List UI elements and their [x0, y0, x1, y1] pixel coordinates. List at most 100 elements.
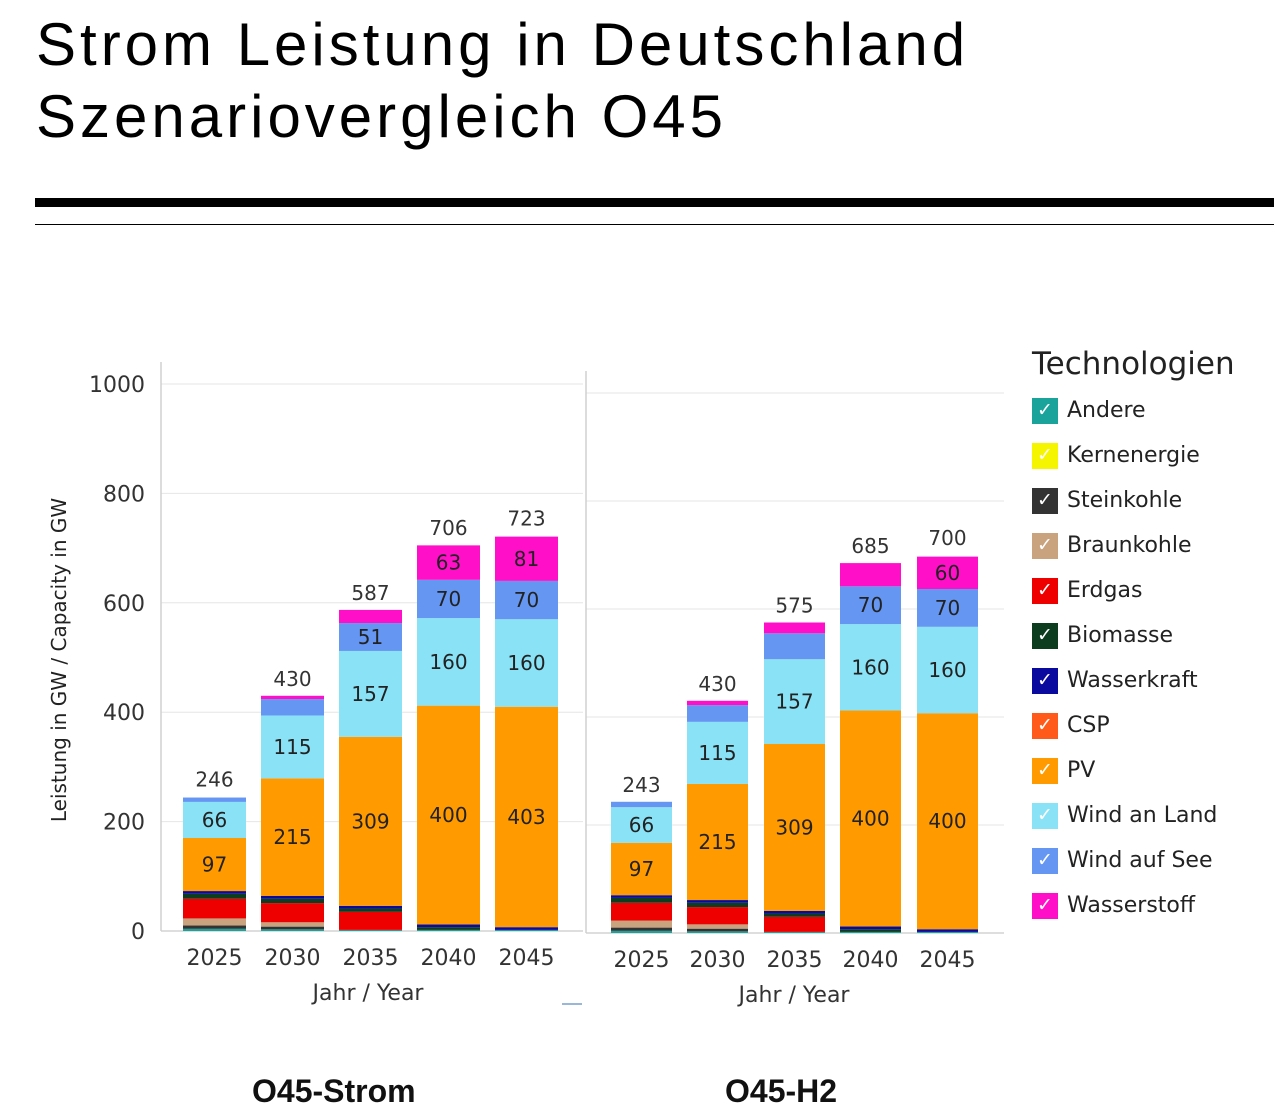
checkbox-check-icon[interactable]: ✓: [1032, 532, 1058, 559]
checkbox-check-icon[interactable]: ✓: [1032, 712, 1058, 739]
bar-segment-biomasse: [764, 913, 825, 917]
bar-segment-braunkohle: [687, 924, 748, 929]
legend-label: Wind an Land: [1067, 803, 1218, 828]
legend-item-wasserkraft[interactable]: ✓ Wasserkraft: [1032, 658, 1235, 703]
bar-segment-pv: [339, 736, 402, 906]
bar-segment-pv: [687, 783, 748, 901]
bar-segment-erdgas: [611, 902, 672, 921]
y-tick-label: 800: [103, 482, 145, 507]
bar-segment-wind-auf-see: [183, 797, 246, 802]
y-tick-label: 1000: [89, 373, 145, 398]
total-label: 243: [622, 773, 660, 797]
bar-segment-pv: [840, 710, 901, 927]
total-label: 685: [851, 534, 889, 558]
bar-segment-pv: [183, 838, 246, 892]
legend-label: Wasserkraft: [1067, 668, 1198, 693]
checkbox-check-icon[interactable]: ✓: [1032, 577, 1058, 604]
data-label: 400: [429, 803, 467, 827]
data-label: 63: [436, 551, 461, 575]
checkbox-check-icon[interactable]: ✓: [1032, 847, 1058, 874]
data-label: 60: [935, 561, 960, 585]
legend-item-braunkohle[interactable]: ✓ Braunkohle: [1032, 523, 1235, 568]
data-label: 309: [775, 815, 813, 839]
page-title-line-1: Strom Leistung in Deutschland: [36, 11, 970, 78]
legend-item-wind-an-land[interactable]: ✓ Wind an Land: [1032, 793, 1235, 838]
data-label: 400: [851, 807, 889, 831]
data-label: 70: [858, 593, 883, 617]
total-label: 430: [698, 672, 736, 696]
bar-segment-biomasse: [840, 929, 901, 932]
bar-segment-biomasse: [611, 897, 672, 903]
legend-item-andere[interactable]: ✓ Andere: [1032, 388, 1235, 433]
legend-label: CSP: [1067, 713, 1110, 738]
data-label: 115: [273, 735, 311, 759]
checkbox-check-icon[interactable]: ✓: [1032, 397, 1058, 424]
bar-segment-wasserstoff: [687, 700, 748, 706]
bar-segment-andere: [840, 931, 901, 933]
y-tick-label: 400: [103, 701, 145, 726]
title-divider-thick: [35, 198, 1274, 207]
bar-segment-biomasse: [183, 893, 246, 899]
bar-segment-steinkohle: [687, 928, 748, 932]
bar-segment-biomasse: [339, 908, 402, 912]
checkbox-check-icon[interactable]: ✓: [1032, 667, 1058, 694]
bar-segment-wind-auf-see: [840, 586, 901, 625]
bar-segment-wind-auf-see: [417, 579, 480, 619]
bar-segment-pv: [495, 706, 558, 928]
data-label: 70: [514, 588, 539, 612]
bar-segment-wind-an-land: [339, 650, 402, 737]
legend-item-biomasse[interactable]: ✓ Biomasse: [1032, 613, 1235, 658]
checkbox-check-icon[interactable]: ✓: [1032, 622, 1058, 649]
legend-item-pv[interactable]: ✓ PV: [1032, 748, 1235, 793]
checkbox-check-icon[interactable]: ✓: [1032, 757, 1058, 784]
bar-segment-wasserstoff: [261, 695, 324, 700]
data-label: 160: [928, 658, 966, 682]
total-label: 700: [928, 526, 966, 550]
bar-segment-steinkohle: [611, 927, 672, 931]
bar-segment-biomasse: [687, 902, 748, 908]
bar-segment-wind-auf-see: [339, 623, 402, 651]
legend-label: Braunkohle: [1067, 533, 1192, 558]
legend-label: Andere: [1067, 398, 1146, 423]
bar-segment-wind-auf-see: [917, 589, 978, 627]
bar-segment-wasserkraft: [339, 905, 402, 909]
checkbox-check-icon[interactable]: ✓: [1032, 802, 1058, 829]
x-tick-label: 2040: [421, 946, 477, 971]
legend-label: Kernenergie: [1067, 443, 1200, 468]
data-label: 66: [202, 808, 227, 832]
y-tick-label: 0: [131, 920, 145, 945]
y-tick-label: 200: [103, 811, 145, 836]
legend-item-erdgas[interactable]: ✓ Erdgas: [1032, 568, 1235, 613]
bar-segment-wasserstoff: [917, 556, 978, 590]
legend-item-csp[interactable]: ✓ CSP: [1032, 703, 1235, 748]
bar-segment-wasserstoff: [417, 545, 480, 580]
legend-item-wasserstoff[interactable]: ✓ Wasserstoff: [1032, 883, 1235, 928]
data-label: 160: [507, 651, 545, 675]
data-label: 157: [775, 690, 813, 714]
x-tick-label: 2040: [843, 948, 899, 973]
checkbox-check-icon[interactable]: ✓: [1032, 487, 1058, 514]
panel-label-o45-h2: O45-H2: [725, 1073, 838, 1109]
legend-item-steinkohle[interactable]: ✓ Steinkohle: [1032, 478, 1235, 523]
bar-segment-pv: [261, 778, 324, 896]
bar-segment-andere: [495, 929, 558, 931]
bar-segment-wasserkraft: [183, 891, 246, 894]
bar-segment-wasserkraft: [764, 910, 825, 914]
bar-segment-wasserkraft: [495, 927, 558, 930]
data-label: 81: [514, 547, 539, 571]
legend-label: Steinkohle: [1067, 488, 1183, 513]
bar-segment-andere: [917, 931, 978, 933]
legend-item-wind-auf-see[interactable]: ✓ Wind auf See: [1032, 838, 1235, 883]
checkbox-check-icon[interactable]: ✓: [1032, 892, 1058, 919]
checkbox-check-icon[interactable]: ✓: [1032, 442, 1058, 469]
x-tick-label: 2025: [187, 946, 243, 971]
legend-item-kernenergie[interactable]: ✓ Kernenergie: [1032, 433, 1235, 478]
bar-segment-wind-an-land: [840, 624, 901, 711]
bar-segment-wasserstoff: [495, 536, 558, 581]
data-label: 66: [629, 813, 654, 837]
legend-label: Wind auf See: [1067, 848, 1213, 873]
bar-segment-pv: [917, 713, 978, 930]
bar-segment-wind-an-land: [687, 721, 748, 784]
bar-segment-wasserstoff: [840, 563, 901, 587]
data-label: 403: [507, 805, 545, 829]
